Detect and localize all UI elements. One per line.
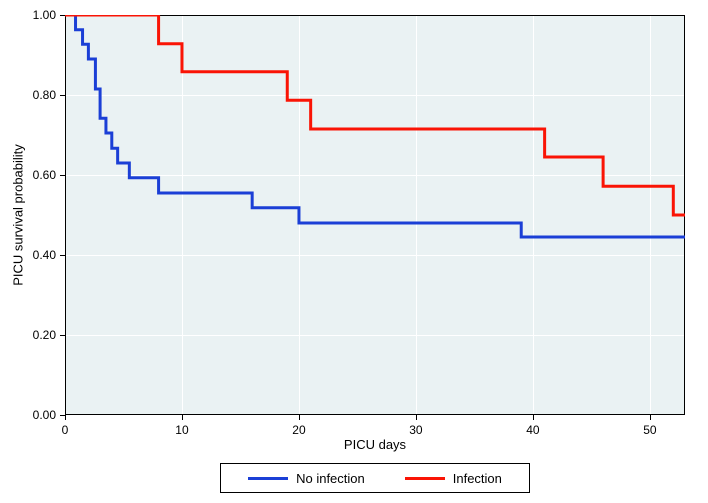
x-tick [182,415,183,420]
y-tick [60,175,65,176]
x-tick-label: 30 [409,423,422,437]
y-tick [60,415,65,416]
x-tick [416,415,417,420]
legend: No infection Infection [220,463,530,493]
y-tick-label: 0.40 [33,248,56,262]
plot-area [65,15,685,415]
legend-item: No infection [248,471,365,486]
x-axis-title: PICU days [344,437,406,452]
y-tick [60,335,65,336]
legend-swatch [248,477,288,480]
y-grid-line [65,415,685,416]
x-tick [650,415,651,420]
series-no-infection [65,15,685,237]
x-tick [299,415,300,420]
y-tick-label: 0.00 [33,408,56,422]
x-tick-label: 50 [643,423,656,437]
figure-root: 0 10 20 30 40 50 0.00 0.20 0.40 0.60 0.80 1.00 PICU … [0,0,708,503]
y-tick-label: 0.20 [33,328,56,342]
x-tick-label: 20 [292,423,305,437]
legend-item: Infection [405,471,502,486]
x-tick-label: 10 [175,423,188,437]
y-tick [60,95,65,96]
x-tick-label: 40 [526,423,539,437]
y-tick [60,255,65,256]
y-tick-label: 1.00 [33,8,56,22]
y-tick-label: 0.60 [33,168,56,182]
legend-swatch [405,477,445,480]
y-tick-label: 0.80 [33,88,56,102]
x-tick-label: 0 [62,423,69,437]
legend-label: No infection [296,471,365,486]
x-tick [533,415,534,420]
x-tick [65,415,66,420]
series-layer [65,15,685,415]
legend-label: Infection [453,471,502,486]
y-axis-title: PICU survival probability [11,144,26,286]
y-tick [60,15,65,16]
